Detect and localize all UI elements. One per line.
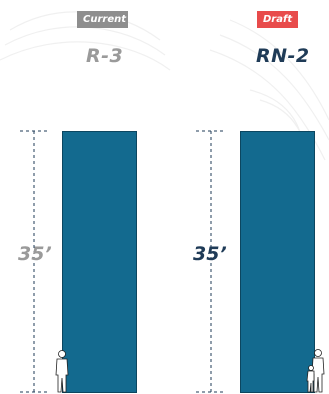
building-current: [62, 131, 137, 393]
zone-name-draft: RN-2: [256, 45, 310, 67]
status-badge-current: Current: [77, 11, 128, 28]
height-label-draft: 35’: [193, 243, 227, 265]
height-label-current: 35’: [18, 243, 52, 265]
status-badge-draft: Draft: [257, 11, 298, 28]
building-draft: [240, 131, 315, 393]
zone-name-current: R-3: [86, 45, 124, 67]
